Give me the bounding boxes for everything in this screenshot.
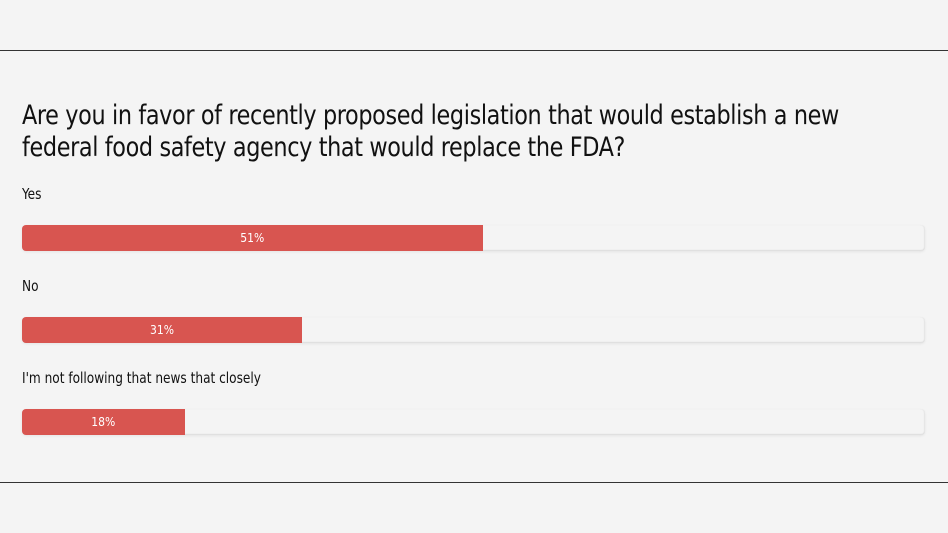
result-bar-fill: 18% (22, 409, 185, 435)
poll-question: Are you in favor of recently proposed le… (22, 100, 839, 163)
poll-option-not-following: I'm not following that news that closely… (22, 369, 925, 435)
option-label: Yes (22, 185, 42, 203)
top-divider (0, 50, 948, 51)
poll-option-no: No 31% (22, 277, 925, 343)
option-label: I'm not following that news that closely (22, 369, 261, 387)
poll-option-yes: Yes 51% (22, 185, 925, 251)
result-bar-fill: 51% (22, 225, 483, 251)
result-bar-fill: 31% (22, 317, 302, 343)
option-label: No (22, 277, 39, 295)
bottom-divider (0, 482, 948, 483)
result-bar-track: 51% (22, 225, 925, 251)
result-bar-track: 18% (22, 409, 925, 435)
result-bar-track: 31% (22, 317, 925, 343)
